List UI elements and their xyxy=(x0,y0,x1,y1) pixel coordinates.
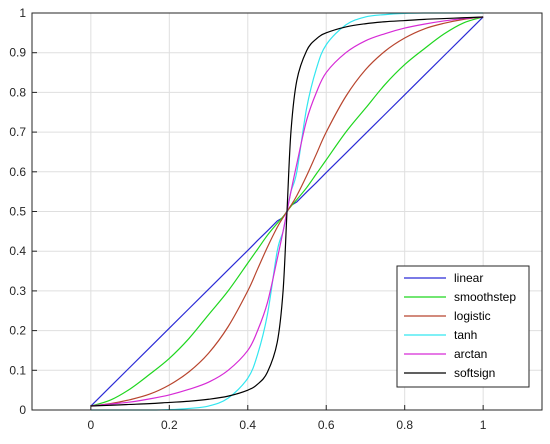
legend-label-arctan: arctan xyxy=(454,347,487,361)
legend-label-tanh: tanh xyxy=(454,328,477,342)
y-tick-label: 0.8 xyxy=(9,85,26,99)
x-tick-label: 0.8 xyxy=(396,418,413,432)
x-axis-ticks: 0 0.2 0.4 0.6 0.8 1 xyxy=(88,405,487,432)
x-tick-label: 0 xyxy=(88,418,95,432)
y-tick-label: 0.2 xyxy=(9,324,26,338)
legend-box xyxy=(396,265,530,388)
series-line-softsign xyxy=(90,16,484,407)
series-layer xyxy=(90,12,484,411)
y-tick-label: 0.4 xyxy=(9,244,26,258)
legend-label-softsign: softsign xyxy=(454,366,495,380)
y-tick-label: 0.3 xyxy=(9,284,26,298)
y-tick-label: 0.7 xyxy=(9,125,26,139)
x-tick-label: 0.2 xyxy=(161,418,178,432)
legend: linear smoothstep logistic tanh arctan softsi… xyxy=(396,265,530,388)
legend-label-logistic: logistic xyxy=(454,309,491,323)
y-tick-label: 0.1 xyxy=(9,363,26,377)
y-tick-label: 0.9 xyxy=(9,46,26,60)
legend-label-linear: linear xyxy=(454,271,483,285)
y-axis-ticks: 0 0.1 0.2 0.3 0.4 0.5 0.6 0.7 0.8 0.9 1 xyxy=(9,6,37,417)
y-tick-label: 0 xyxy=(19,403,26,417)
x-tick-label: 0.4 xyxy=(239,418,256,432)
y-tick-label: 1 xyxy=(19,6,26,20)
x-tick-label: 0.6 xyxy=(318,418,335,432)
x-tick-label: 1 xyxy=(480,418,487,432)
legend-items: linear smoothstep logistic tanh arctan softsi… xyxy=(404,271,516,380)
y-tick-label: 0.6 xyxy=(9,165,26,179)
y-tick-label: 0.5 xyxy=(9,205,26,219)
legend-label-smoothstep: smoothstep xyxy=(454,290,516,304)
